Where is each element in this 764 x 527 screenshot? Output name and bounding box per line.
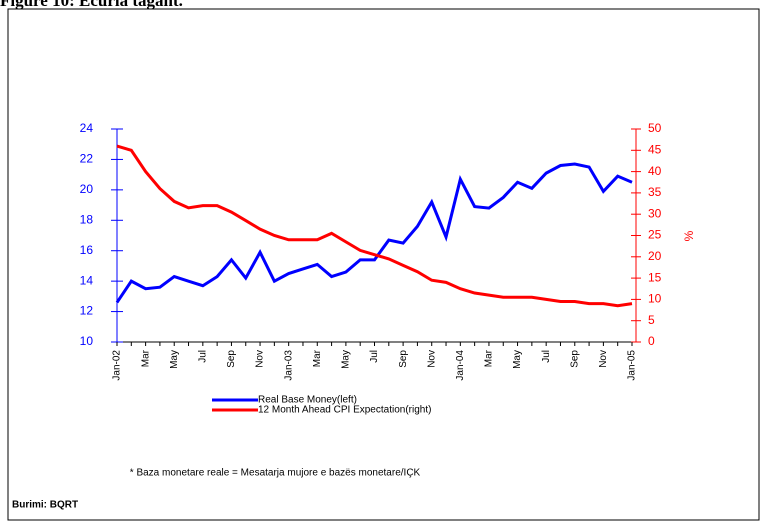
x-tick-label: May [341, 350, 352, 369]
x-tick-label: Jul [197, 350, 208, 363]
x-tick-label: Mar [140, 349, 151, 367]
y2-tick-label: 15 [648, 270, 662, 284]
y2-tick-label: 45 [648, 142, 662, 156]
y2-tick-label: 0 [648, 334, 655, 348]
y-tick-label: 20 [80, 182, 94, 196]
x-tick-label: May [169, 350, 180, 369]
x-tick-label: Jan-04 [455, 350, 466, 381]
x-tick-label: May [512, 350, 523, 369]
series-line [115, 162, 633, 304]
x-tick-label: Nov [255, 350, 266, 368]
y2-tick-label: 25 [648, 228, 662, 242]
x-tick-label: Mar [312, 349, 323, 367]
x-tick-label: Nov [598, 350, 609, 368]
y-tick-label: 18 [80, 212, 94, 226]
y-tick-label: 10 [80, 334, 94, 348]
x-tick-label: Sep [398, 350, 409, 368]
y2-tick-label: 20 [648, 249, 662, 263]
y2-tick-label: 5 [648, 313, 655, 327]
frame [7, 8, 760, 521]
chart-title: Figure 10: Ecuria tagant. [0, 0, 183, 10]
x-tick-label: Jul [541, 350, 552, 363]
y-tick-label: 16 [80, 243, 94, 257]
y2-tick-label: 10 [648, 292, 662, 306]
x-tick-label: Jan-05 [627, 350, 638, 381]
x-tick-label: Sep [226, 350, 237, 368]
footnote: * Baza monetare reale = Mesatarja mujore… [130, 468, 421, 479]
x-tick-label: Jul [369, 350, 380, 363]
x-tick-label: Mar [484, 349, 495, 367]
legend-label: Real Base Money(left) [258, 395, 357, 406]
y-tick-label: 22 [80, 152, 94, 166]
y2-axis-label: % [682, 230, 696, 241]
series-line [116, 144, 633, 308]
x-tick-label: Jan-03 [283, 350, 294, 381]
source: Burimi: BQRT [12, 500, 78, 511]
x-tick-label: Sep [569, 350, 580, 368]
y2-tick-label: 35 [648, 185, 662, 199]
y2-tick-label: 40 [648, 164, 662, 178]
y2-tick-label: 50 [648, 121, 662, 135]
x-tick-label: Jan-02 [112, 350, 123, 381]
y-tick-label: 24 [80, 121, 94, 135]
y2-tick-label: 30 [648, 206, 662, 220]
legend-label: 12 Month Ahead CPI Expectation(right) [258, 405, 431, 416]
y-tick-label: 14 [80, 273, 94, 287]
x-tick-label: Nov [426, 350, 437, 368]
y-tick-label: 12 [80, 304, 94, 318]
